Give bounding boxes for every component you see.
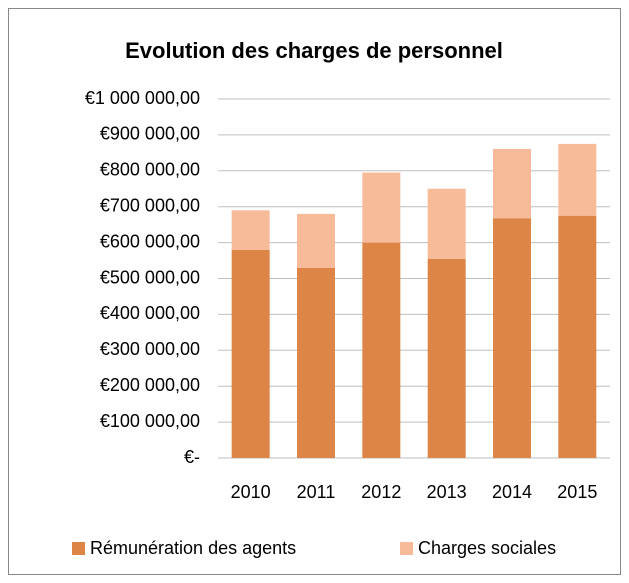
bar-segment [231, 249, 270, 458]
x-tick-label: 2010 [231, 482, 271, 502]
legend-swatch [72, 542, 85, 555]
x-tick-label: 2014 [492, 482, 532, 502]
bar-segment [427, 188, 466, 259]
x-tick-label: 2012 [361, 482, 401, 502]
bar-segment [558, 143, 597, 216]
y-tick-label: €700 000,00 [100, 195, 200, 215]
y-tick-label: €800 000,00 [100, 160, 200, 180]
legend-label: Charges sociales [418, 538, 556, 558]
bar-segment [558, 215, 597, 458]
bar-segment [362, 242, 401, 458]
y-tick-label: €- [184, 447, 200, 467]
y-tick-label: €500 000,00 [100, 267, 200, 287]
y-tick-label: €400 000,00 [100, 303, 200, 323]
y-tick-label: €1 000 000,00 [85, 88, 200, 108]
bar-segment [297, 267, 335, 458]
x-tick-label: 2013 [427, 482, 467, 502]
bar-segment [231, 210, 270, 250]
legend-label: Rémunération des agents [90, 538, 296, 558]
bar-segment [493, 218, 531, 458]
bar-segment [297, 213, 335, 268]
bar-segment [427, 258, 466, 458]
y-tick-label: €600 000,00 [100, 231, 200, 251]
bar-segment [493, 148, 531, 219]
y-tick-label: €200 000,00 [100, 375, 200, 395]
y-tick-label: €300 000,00 [100, 339, 200, 359]
bar-segment [362, 172, 401, 243]
y-tick-label: €100 000,00 [100, 411, 200, 431]
y-tick-label: €900 000,00 [100, 124, 200, 144]
x-tick-label: 2011 [297, 482, 336, 502]
x-tick-label: 2015 [557, 482, 597, 502]
legend-swatch [400, 542, 413, 555]
chart-title: Evolution des charges de personnel [125, 38, 503, 63]
